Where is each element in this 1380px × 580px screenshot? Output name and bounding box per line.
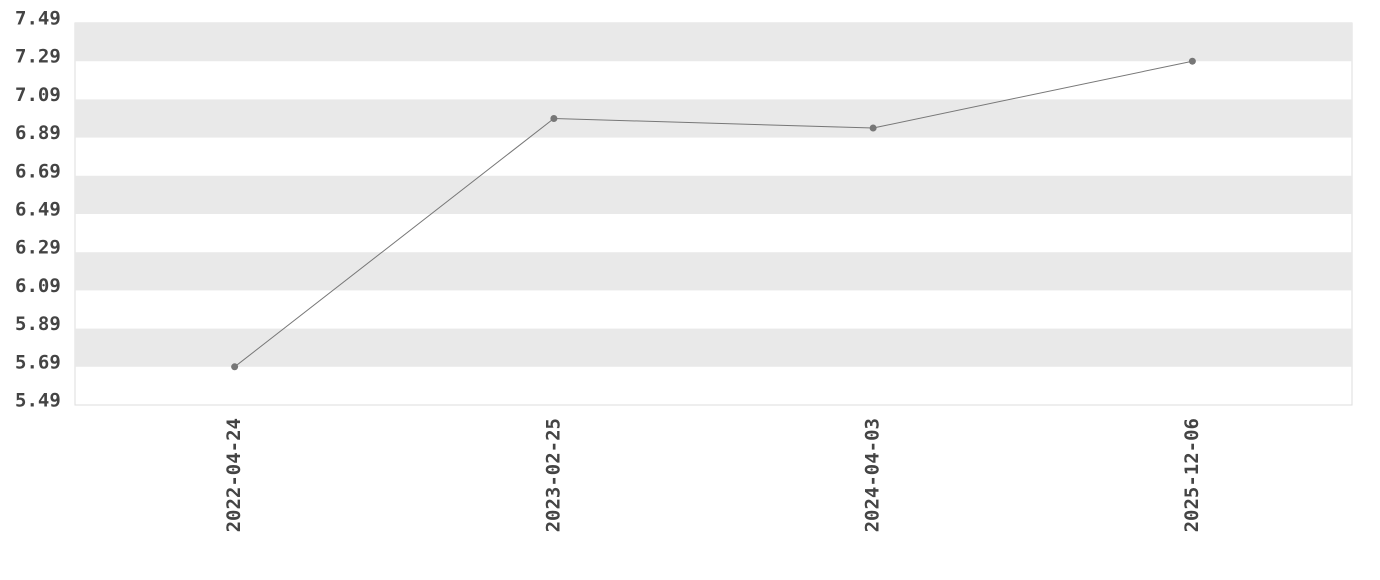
y-tick-label: 6.49 [15, 199, 61, 221]
y-tick-label: 6.69 [15, 160, 61, 182]
y-tick-label: 7.09 [15, 84, 61, 106]
point [231, 363, 239, 371]
y-tick-label: 6.29 [15, 237, 61, 259]
y-tick-label: 7.29 [15, 46, 61, 68]
y-tick-label: 5.89 [15, 313, 61, 335]
grid-band [75, 252, 1352, 291]
x-tick-label: 2023-02-25 [542, 418, 564, 532]
x-tick-label: 2022-04-24 [223, 418, 245, 532]
point [550, 115, 558, 122]
x-tick-label: 2024-04-03 [862, 418, 884, 532]
grid-band [75, 328, 1352, 367]
y-tick-label: 6.89 [15, 122, 61, 144]
grid-band [75, 23, 1352, 62]
y-tick-label: 5.49 [15, 390, 61, 412]
grid-band [75, 99, 1352, 138]
y-tick-label: 5.69 [15, 351, 61, 373]
y-tick-label: 7.49 [15, 8, 61, 30]
point [869, 124, 877, 132]
line [234, 60, 1193, 368]
x-tick-label: 2025-12-06 [1181, 418, 1203, 532]
point [1188, 57, 1196, 65]
y-tick-label: 6.09 [15, 275, 61, 297]
grid-band [75, 175, 1352, 214]
